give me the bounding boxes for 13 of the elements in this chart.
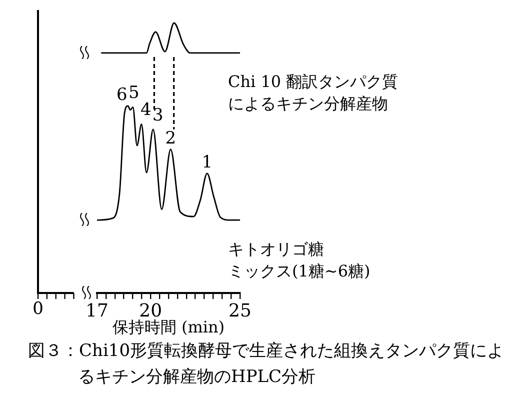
x-axis-title: 保持時間 (min) — [112, 318, 225, 337]
text: 0 — [32, 298, 44, 319]
series-label: Chi 10 翻訳タンパク質によるキチン分解産物 — [228, 72, 398, 114]
annotation: 6 — [116, 84, 128, 105]
x-tick-label: 17 — [86, 300, 108, 322]
annotation: 3 — [152, 105, 164, 126]
annotation: 1 — [202, 152, 213, 172]
annotation: 5 — [128, 83, 140, 104]
annotation: 4 — [140, 100, 152, 120]
annotation: 2 — [165, 128, 176, 148]
x-tick-label: 25 — [228, 300, 252, 322]
series-label: キトオリゴ糖ミックス(1糖~6糖) — [228, 239, 370, 280]
text: 図３：Chi10形質転換酵母で生産された組換えタンパク質によるキチン分解産物のHPLC分析 — [28, 340, 506, 389]
